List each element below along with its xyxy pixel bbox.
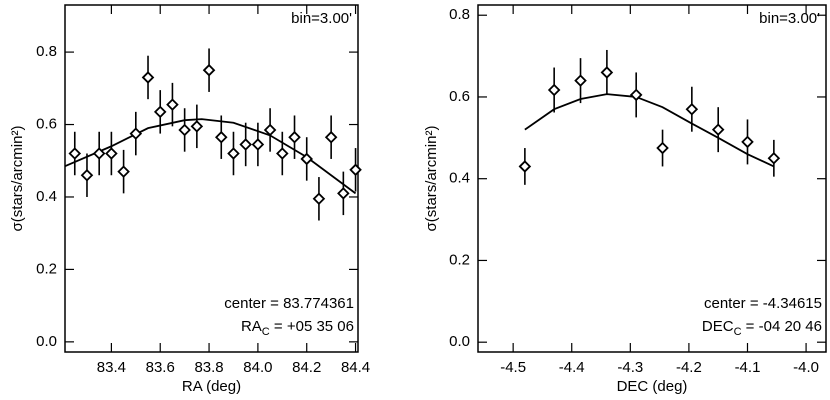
data-point <box>190 120 204 133</box>
x-tick-label: -4.2 <box>676 359 702 376</box>
data-point <box>129 127 143 140</box>
bin-annotation: bin=3.00' <box>759 10 820 27</box>
data-point <box>349 163 362 177</box>
data-point <box>518 160 532 173</box>
panel: 83.4 83.6 83.8 84.0 84.2 84.4 0.0 0.2 0.4 0.6 0.8 R… <box>9 4 370 395</box>
data-point <box>178 123 191 137</box>
plot-frame <box>64 4 359 353</box>
y-tick-label: 0.4 <box>449 170 470 187</box>
data-point <box>574 74 587 87</box>
data-point <box>80 168 94 182</box>
x-axis-label: RA (deg) <box>182 378 241 395</box>
data-point <box>276 147 289 160</box>
y-tick-label: 0.8 <box>36 43 57 60</box>
center-annotation: center = 83.774361 <box>224 295 354 312</box>
fit-curve <box>524 93 775 168</box>
x-tick-label: -4.0 <box>793 359 819 376</box>
y-tick-label: 0.8 <box>449 6 470 23</box>
data-point <box>324 130 338 144</box>
y-tick-label: 0.6 <box>449 88 470 105</box>
data-point <box>767 151 781 165</box>
x-tick-label: -4.3 <box>617 359 643 376</box>
coord-value: = +05 35 06 <box>270 318 354 335</box>
y-tick-label: 0.4 <box>36 188 57 205</box>
data-point <box>92 147 106 160</box>
coord-name: RA <box>241 318 262 335</box>
data-point <box>337 187 350 200</box>
coord-subscript: C <box>734 326 742 338</box>
coord-annotation: DECC = -04 20 46 <box>702 318 822 338</box>
x-axis-label: DEC (deg) <box>617 378 688 395</box>
data-point <box>685 102 699 116</box>
y-tick-label: 0.6 <box>36 115 57 132</box>
data-point <box>312 192 326 206</box>
data-point <box>600 66 614 79</box>
y-tick-label: 0.0 <box>36 333 57 350</box>
data-point <box>202 63 216 77</box>
data-point <box>117 165 130 178</box>
data-point <box>263 123 277 137</box>
coord-value: = -04 20 46 <box>742 318 822 335</box>
y-axis-label: σ(stars/arcmin²) <box>423 126 440 232</box>
data-point <box>300 152 313 166</box>
x-tick-label: 84.2 <box>292 359 321 376</box>
y-tick-label: 0.2 <box>36 260 57 277</box>
data-point <box>547 83 561 97</box>
data-point <box>251 138 265 151</box>
x-tick-label: -4.4 <box>559 359 585 376</box>
panel: -4.5 -4.4 -4.3 -4.2 -4.1 -4.0 0.0 0.2 0.4 0.6 0.8 D… <box>423 4 827 395</box>
data-point <box>214 130 228 144</box>
data-point <box>166 98 179 111</box>
x-tick-label: -4.5 <box>500 359 526 376</box>
y-tick-label: 0.0 <box>449 333 470 350</box>
x-tick-label: 83.4 <box>97 359 126 376</box>
data-point <box>153 105 167 119</box>
y-axis-label: σ(stars/arcmin²) <box>9 126 26 232</box>
data-point <box>741 135 754 149</box>
x-tick-label: 84.0 <box>243 359 272 376</box>
coord-subscript: C <box>262 326 270 338</box>
y-tick-label: 0.2 <box>449 251 470 268</box>
data-point <box>105 147 118 160</box>
bin-annotation: bin=3.00' <box>291 10 352 27</box>
coord-name: DEC <box>702 318 734 335</box>
data-point <box>629 88 643 102</box>
data-point <box>288 130 301 144</box>
data-point <box>68 147 82 160</box>
coord-annotation: RAC = +05 35 06 <box>241 318 354 338</box>
center-annotation: center = -4.34615 <box>704 295 822 312</box>
data-point <box>239 138 252 151</box>
x-tick-label: 84.4 <box>341 359 370 376</box>
data-point <box>656 141 669 155</box>
data-point <box>711 123 725 136</box>
x-tick-label: -4.1 <box>735 359 761 376</box>
data-point <box>141 71 155 84</box>
data-point <box>227 147 240 160</box>
x-tick-label: 83.8 <box>194 359 223 376</box>
x-tick-label: 83.6 <box>146 359 175 376</box>
